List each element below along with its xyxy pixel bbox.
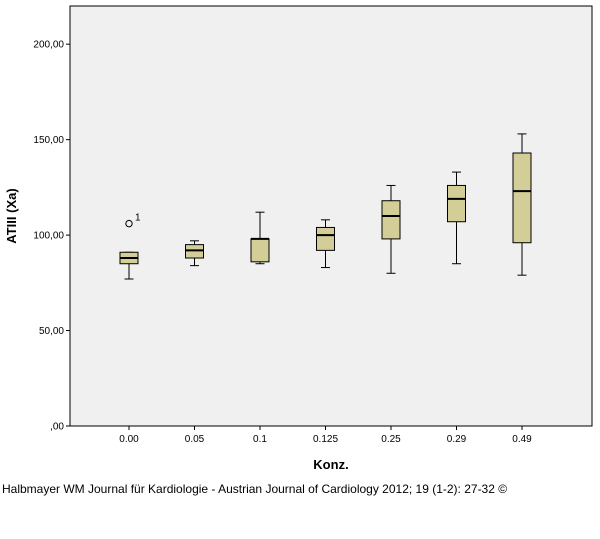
box-0.00: 1 (119, 213, 141, 280)
citation-text: Halbmayer WM Journal für Kardiologie - A… (2, 482, 508, 496)
y-axis-label: ATIII (Xa) (4, 188, 19, 243)
y-tick-label: 200,00 (33, 40, 64, 51)
y-tick-label: 50,00 (39, 326, 64, 337)
y-tick-label: 150,00 (33, 135, 64, 146)
x-tick-label: 0.05 (185, 434, 205, 445)
box-0.25 (381, 184, 401, 274)
x-tick-label: 0.1 (253, 434, 267, 445)
box-0.05 (185, 240, 204, 267)
box-0.29 (447, 171, 466, 265)
outlier-label: 1 (135, 213, 141, 224)
x-tick-label: 0.00 (119, 434, 139, 445)
y-tick-label: 100,00 (33, 231, 64, 242)
x-tick-label: 0.49 (512, 434, 532, 445)
x-axis: 0.00 0.05 0.1 0.125 0.25 0.29 0.49 (119, 426, 532, 445)
y-tick-label: ,00 (50, 422, 64, 433)
box-0.1 (250, 211, 270, 265)
y-axis: ,00 50,00 100,00 150,00 200,00 (33, 40, 70, 433)
iqr-box (316, 226, 335, 251)
box-group: 1 (119, 133, 532, 280)
x-tick-label: 0.25 (381, 434, 401, 445)
iqr-box (447, 184, 466, 223)
outlier-point (125, 219, 133, 228)
iqr-box (512, 152, 532, 244)
iqr-box (381, 200, 401, 240)
iqr-box (250, 238, 270, 263)
plot-area (69, 5, 593, 427)
x-axis-label: Konz. (313, 457, 348, 472)
box-0.49 (512, 133, 532, 276)
x-tick-label: 0.125 (313, 434, 338, 445)
x-tick-label: 0.29 (447, 434, 467, 445)
box-0.125 (316, 219, 335, 269)
